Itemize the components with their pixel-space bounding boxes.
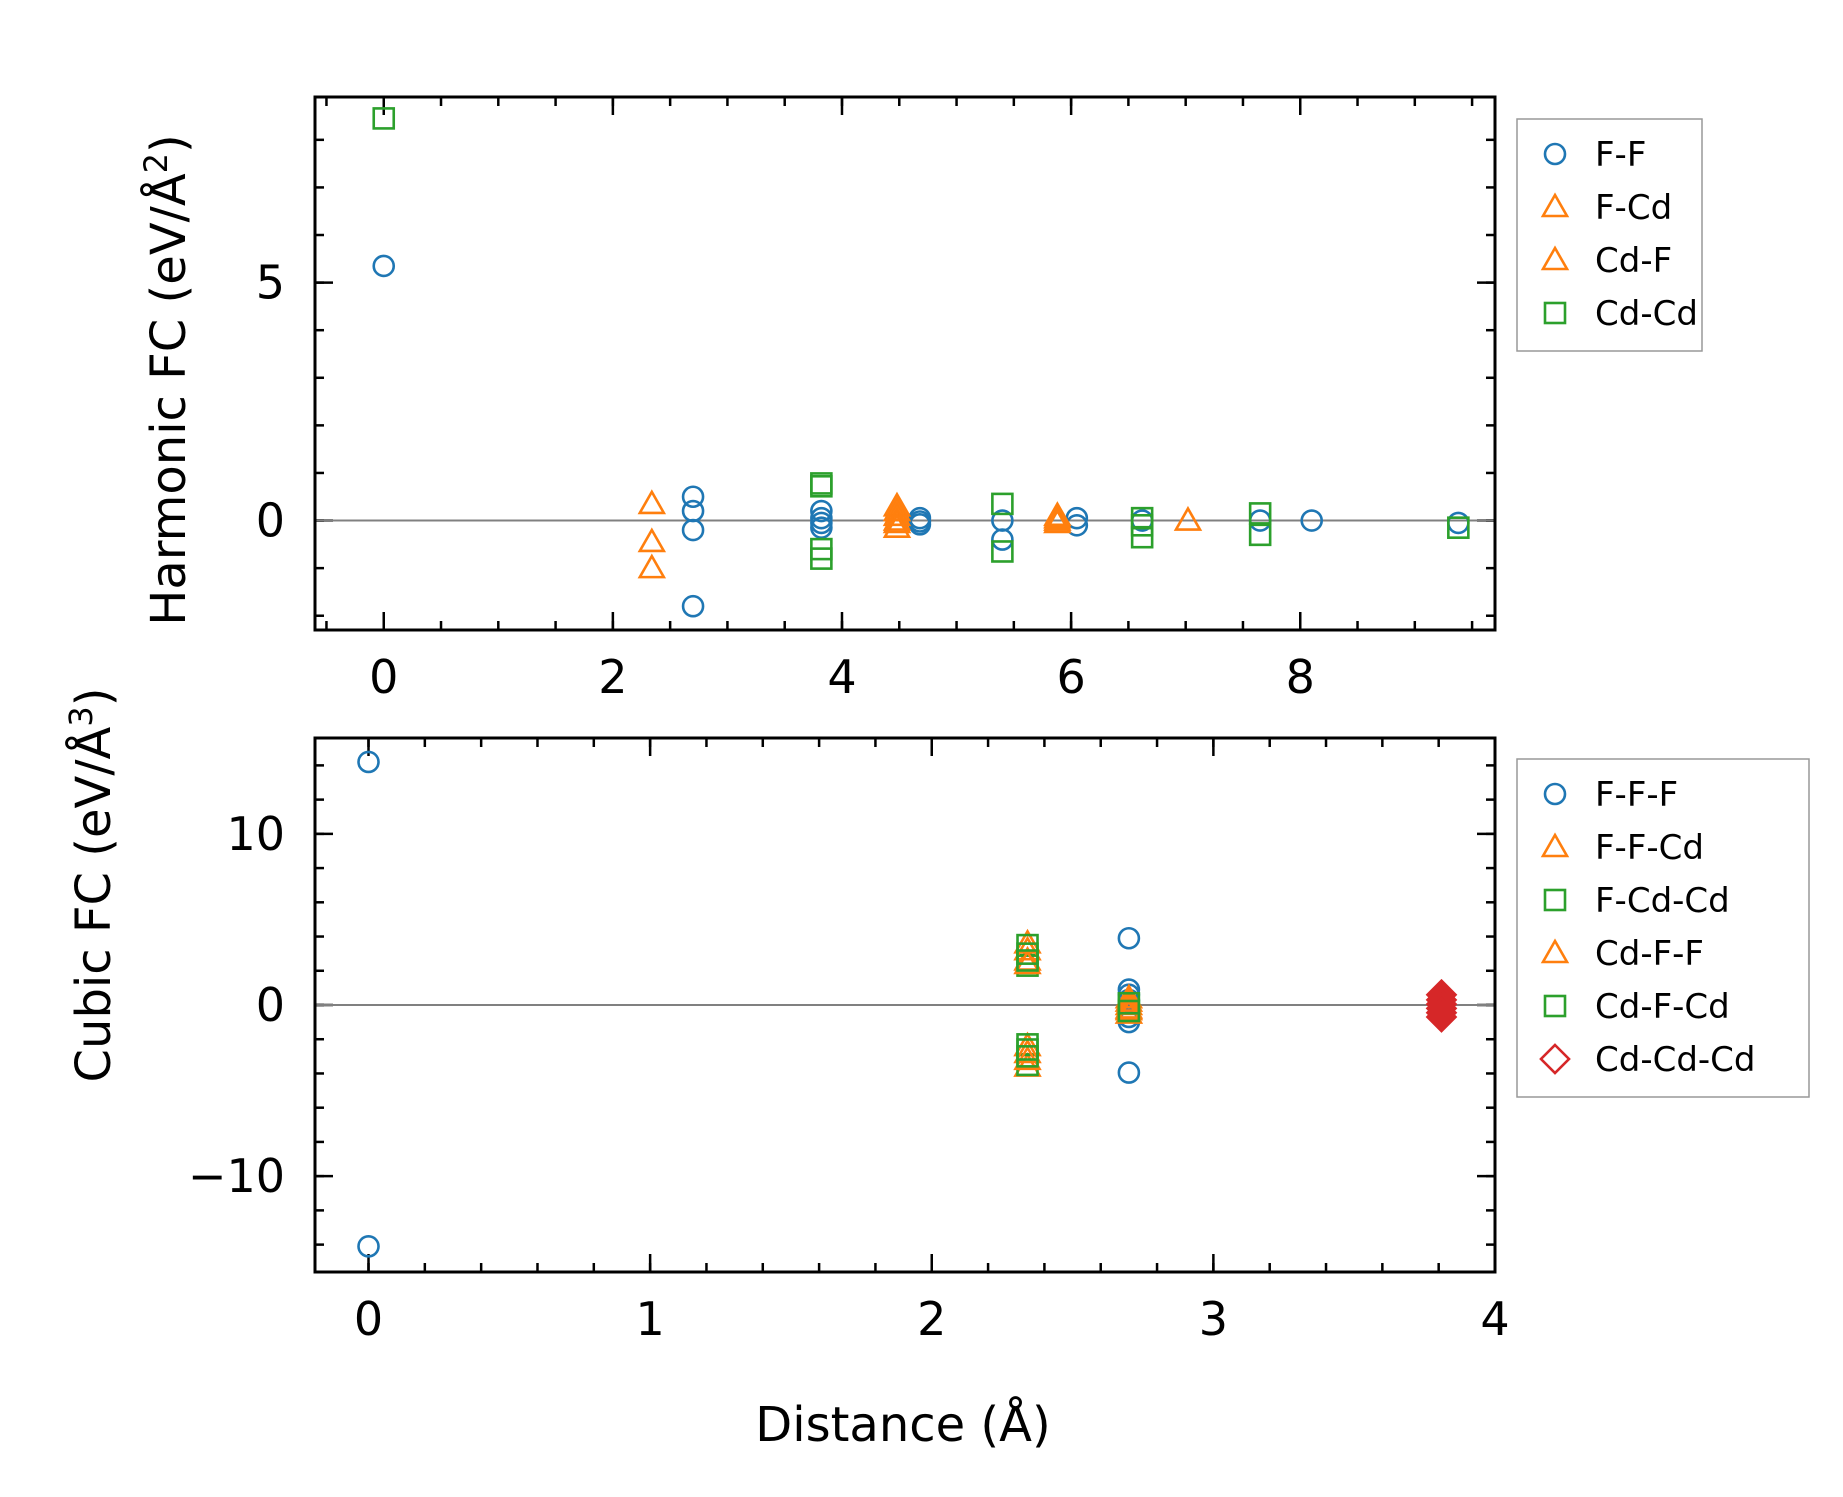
legend-marker-f-f-cd bbox=[1540, 832, 1570, 858]
marker-cd-cd bbox=[1248, 523, 1272, 547]
x-tick-label: 4 bbox=[827, 650, 856, 704]
marker-cd-f-f bbox=[1013, 1038, 1042, 1064]
marker-cd-f-cd bbox=[1117, 999, 1141, 1023]
marker-cd-cd bbox=[1130, 525, 1154, 549]
x-tick-label: 3 bbox=[1199, 1292, 1228, 1346]
marker-cd-cd bbox=[1248, 502, 1272, 525]
marker-f-f-f bbox=[357, 1235, 380, 1258]
marker-f-f-cd bbox=[1013, 1031, 1042, 1057]
harmonic-y-tick-labels: 05 bbox=[256, 256, 285, 548]
marker-f-f bbox=[372, 254, 396, 278]
cubic-panel: 0 1 2 3 4 −10 0 10 Cubic FC (eV/Å3) Distance (… bbox=[62, 688, 1810, 1453]
legend-label-cd-f-f: Cd-F-F bbox=[1595, 934, 1704, 974]
legend-marker-cd-cd bbox=[1543, 301, 1567, 325]
cubic-x-tick-labels: 0 1 2 3 4 bbox=[354, 1292, 1510, 1346]
cubic-y-axis-label: Cubic FC (eV/Å3) bbox=[62, 688, 122, 1083]
legend-label-f-f-cd: F-F-Cd bbox=[1595, 828, 1704, 868]
marker-f-cd bbox=[637, 489, 667, 515]
marker-cd-cd bbox=[1447, 516, 1470, 539]
x-tick-label: 0 bbox=[354, 1292, 383, 1346]
y-tick-label: 5 bbox=[256, 256, 285, 310]
legend-marker-f-cd bbox=[1540, 192, 1570, 218]
y-tick-label: 0 bbox=[256, 978, 285, 1032]
y-tick-label: −10 bbox=[188, 1149, 285, 1203]
y-tick-label: 10 bbox=[226, 807, 285, 861]
legend-label-f-f: F-F bbox=[1595, 135, 1646, 175]
x-tick-label: 2 bbox=[598, 650, 627, 704]
marker-f-cd bbox=[637, 527, 667, 553]
marker-f-f bbox=[681, 499, 705, 523]
legend-label-cd-f: Cd-F bbox=[1595, 241, 1672, 281]
marker-f-f-f bbox=[1117, 1061, 1141, 1084]
marker-f-f bbox=[681, 594, 705, 618]
legend-marker-f-f-f bbox=[1543, 782, 1567, 806]
marker-cd-f-cd bbox=[1016, 1045, 1039, 1068]
legend-marker-f-cd-cd bbox=[1543, 888, 1567, 912]
x-tick-label: 8 bbox=[1286, 650, 1315, 704]
legend-label-cd-cd-cd: Cd-Cd-Cd bbox=[1595, 1040, 1756, 1080]
harmonic-plot-frame bbox=[313, 95, 1497, 632]
x-axis-label: Distance (Å) bbox=[755, 1396, 1050, 1453]
legend-label-cd-f-cd: Cd-F-Cd bbox=[1595, 987, 1730, 1027]
marker-cd-cd bbox=[1130, 514, 1154, 537]
marker-f-f bbox=[1447, 511, 1470, 535]
legend-label-f-cd-cd: F-Cd-Cd bbox=[1595, 881, 1730, 921]
cubic-markers bbox=[357, 750, 1458, 1258]
marker-cd-cd bbox=[810, 547, 833, 570]
marker-f-cd bbox=[882, 513, 912, 538]
marker-f-cd bbox=[637, 553, 667, 579]
marker-f-f-f bbox=[1117, 926, 1141, 950]
x-tick-label: 6 bbox=[1056, 650, 1085, 704]
marker-cd-f bbox=[882, 496, 912, 522]
legend-marker-cd-f bbox=[1540, 245, 1570, 271]
marker-cd-f bbox=[882, 505, 912, 531]
marker-cd-f-cd bbox=[1016, 949, 1039, 972]
marker-f-f bbox=[681, 518, 705, 542]
cubic-y-tick-labels: −10 0 10 bbox=[188, 807, 285, 1203]
x-tick-label: 4 bbox=[1480, 1292, 1509, 1346]
harmonic-legend: F-F F-Cd Cd-F Cd-Cd bbox=[1516, 118, 1703, 352]
marker-cd-cd bbox=[810, 474, 833, 498]
x-tick-label: 2 bbox=[917, 1292, 946, 1346]
marker-f-cd bbox=[1173, 505, 1203, 531]
marker-cd-f-f bbox=[1013, 935, 1042, 961]
legend-marker-cd-f-cd bbox=[1543, 994, 1567, 1018]
legend-label-f-f-f: F-F-F bbox=[1595, 775, 1678, 815]
harmonic-y-axis-label: Harmonic FC (eV/Å2) bbox=[137, 134, 197, 626]
marker-cd-cd bbox=[372, 107, 396, 130]
legend-marker-f-f bbox=[1543, 142, 1567, 166]
harmonic-markers bbox=[372, 107, 1470, 618]
harmonic-ticks bbox=[315, 97, 1495, 630]
marker-cd-cd bbox=[991, 540, 1014, 563]
legend-frame bbox=[1516, 118, 1703, 352]
y-tick-label: 0 bbox=[256, 494, 285, 548]
marker-f-f bbox=[810, 511, 833, 535]
legend-label-cd-cd: Cd-Cd bbox=[1595, 294, 1698, 334]
harmonic-x-tick-labels: 0 2 4 6 8 bbox=[369, 650, 1315, 704]
marker-f-f bbox=[681, 485, 705, 509]
legend-marker-cd-cd-cd bbox=[1539, 1043, 1571, 1075]
cubic-legend: F-F-F F-F-Cd F-Cd-Cd Cd-F-F Cd-F-Cd Cd-Cd-Cd bbox=[1516, 758, 1810, 1098]
marker-f-f-cd bbox=[1114, 983, 1144, 1009]
marker-f-f bbox=[991, 528, 1014, 551]
marker-f-cd bbox=[882, 501, 912, 527]
x-tick-label: 0 bbox=[369, 650, 398, 704]
marker-f-f-f bbox=[357, 750, 380, 774]
marker-cd-f-f bbox=[1114, 993, 1144, 1019]
marker-f-f bbox=[1300, 509, 1323, 532]
legend-marker-cd-f-f bbox=[1540, 938, 1570, 964]
marker-f-f bbox=[810, 516, 833, 539]
legend-label-f-cd: F-Cd bbox=[1595, 188, 1672, 228]
legend-frame bbox=[1516, 758, 1810, 1098]
marker-cd-f bbox=[1043, 508, 1072, 534]
marker-cd-f bbox=[1043, 503, 1072, 529]
marker-cd-cd bbox=[991, 492, 1014, 516]
marker-cd-cd-cd bbox=[1425, 1001, 1458, 1033]
marker-f-f bbox=[810, 499, 833, 523]
x-tick-label: 1 bbox=[635, 1292, 664, 1346]
cubic-plot-frame bbox=[313, 736, 1497, 1274]
